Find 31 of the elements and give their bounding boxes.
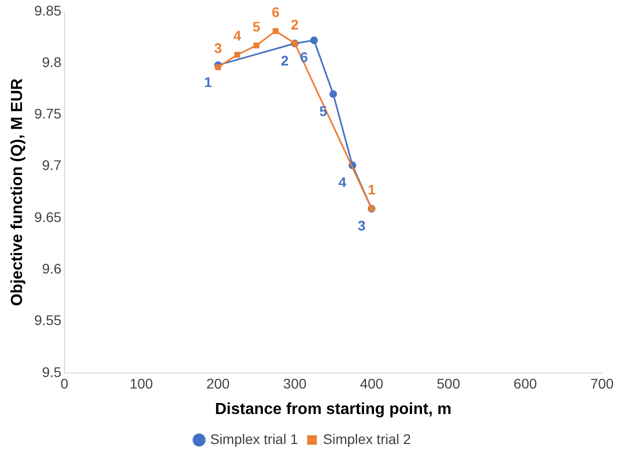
x-tick-label: 600 bbox=[514, 375, 538, 392]
annotation: 4 bbox=[338, 174, 347, 190]
annotation: 3 bbox=[214, 40, 222, 56]
y-tick-label: 9.5 bbox=[42, 364, 62, 380]
annotation: 5 bbox=[252, 18, 261, 34]
legend-label: Simplex trial 2 bbox=[323, 430, 412, 447]
x-tick-label: 0 bbox=[60, 375, 69, 392]
y-tick-label: 9.6 bbox=[42, 260, 62, 277]
legend-label: Simplex trial 1 bbox=[210, 430, 298, 447]
annotation: 1 bbox=[368, 182, 376, 198]
y-tick-label: 9.85 bbox=[34, 2, 62, 18]
y-tick-label: 9.7 bbox=[42, 157, 62, 174]
y-axis-title: Objective function (Q), M EUR bbox=[9, 78, 26, 306]
x-tick-label: 300 bbox=[283, 375, 307, 392]
annotation: 5 bbox=[319, 102, 328, 119]
x-tick-label: 500 bbox=[436, 375, 460, 392]
x-tick-label: 400 bbox=[360, 375, 384, 392]
annotation: 4 bbox=[233, 28, 242, 44]
annotation: 1 bbox=[204, 74, 212, 90]
annotation: 2 bbox=[290, 16, 299, 32]
x-axis-title: Distance from starting point, m bbox=[214, 400, 452, 418]
x-tick-label: 200 bbox=[206, 375, 230, 392]
annotation: 3 bbox=[358, 218, 366, 234]
y-tick-label: 9.75 bbox=[34, 106, 62, 122]
y-tick-label: 9.55 bbox=[34, 312, 62, 328]
x-tick-label: 100 bbox=[130, 375, 154, 392]
y-tick-label: 9.8 bbox=[42, 54, 62, 70]
x-tick-label: 700 bbox=[590, 375, 614, 392]
annotation: 2 bbox=[280, 52, 289, 68]
y-tick-label: 9.65 bbox=[34, 208, 62, 225]
annotation: 6 bbox=[272, 4, 280, 20]
